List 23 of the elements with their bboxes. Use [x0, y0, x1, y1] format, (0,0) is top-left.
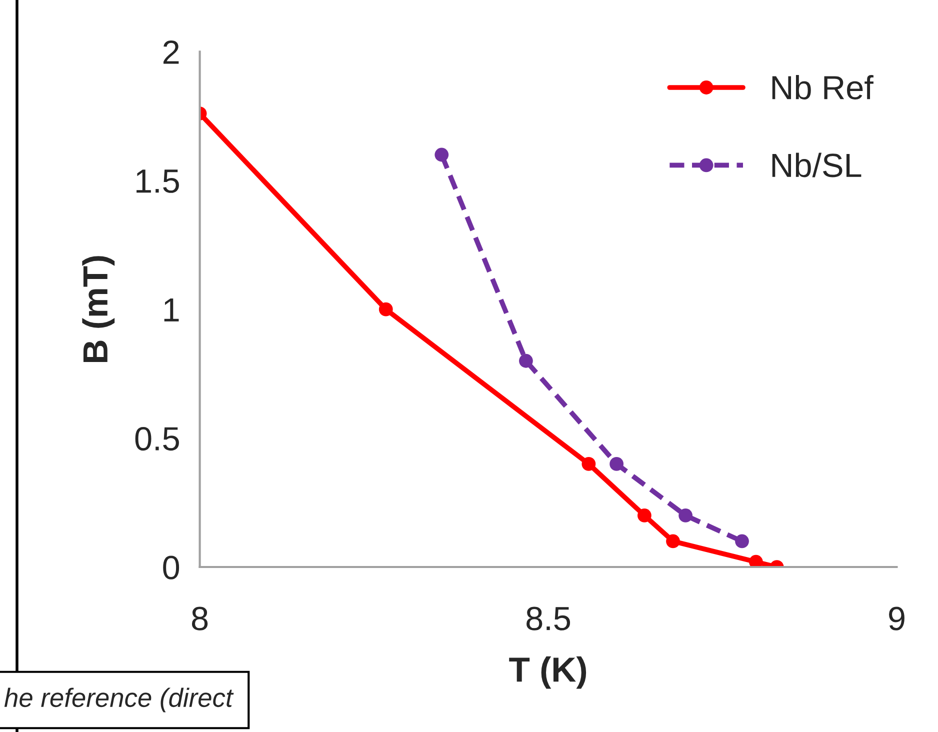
point [749, 554, 763, 568]
point [378, 302, 393, 316]
x-axis-title: T (K) [509, 656, 586, 689]
y-tick-label: 1 [164, 298, 179, 322]
point [666, 534, 680, 548]
x-tick-label: 8 [192, 606, 208, 630]
x-tick-label: 8.5 [526, 606, 570, 630]
legend-label: Nb/SL [772, 152, 862, 178]
x-tick-label: 9 [889, 606, 904, 630]
point [434, 148, 449, 162]
y-tick-label: 0 [163, 556, 180, 580]
point [678, 508, 692, 522]
point [637, 508, 652, 522]
y-tick-label: 0.5 [135, 426, 179, 451]
point [582, 456, 596, 471]
y-tick-label: 1.5 [136, 170, 179, 193]
y-axis-title: B (mT) [82, 256, 115, 362]
text: he reference (direct [4, 688, 234, 712]
y-tick-label: 2 [163, 40, 179, 64]
point [610, 456, 624, 471]
point [735, 534, 749, 548]
legend-label: Nb Ref [772, 75, 874, 100]
point [519, 354, 533, 368]
